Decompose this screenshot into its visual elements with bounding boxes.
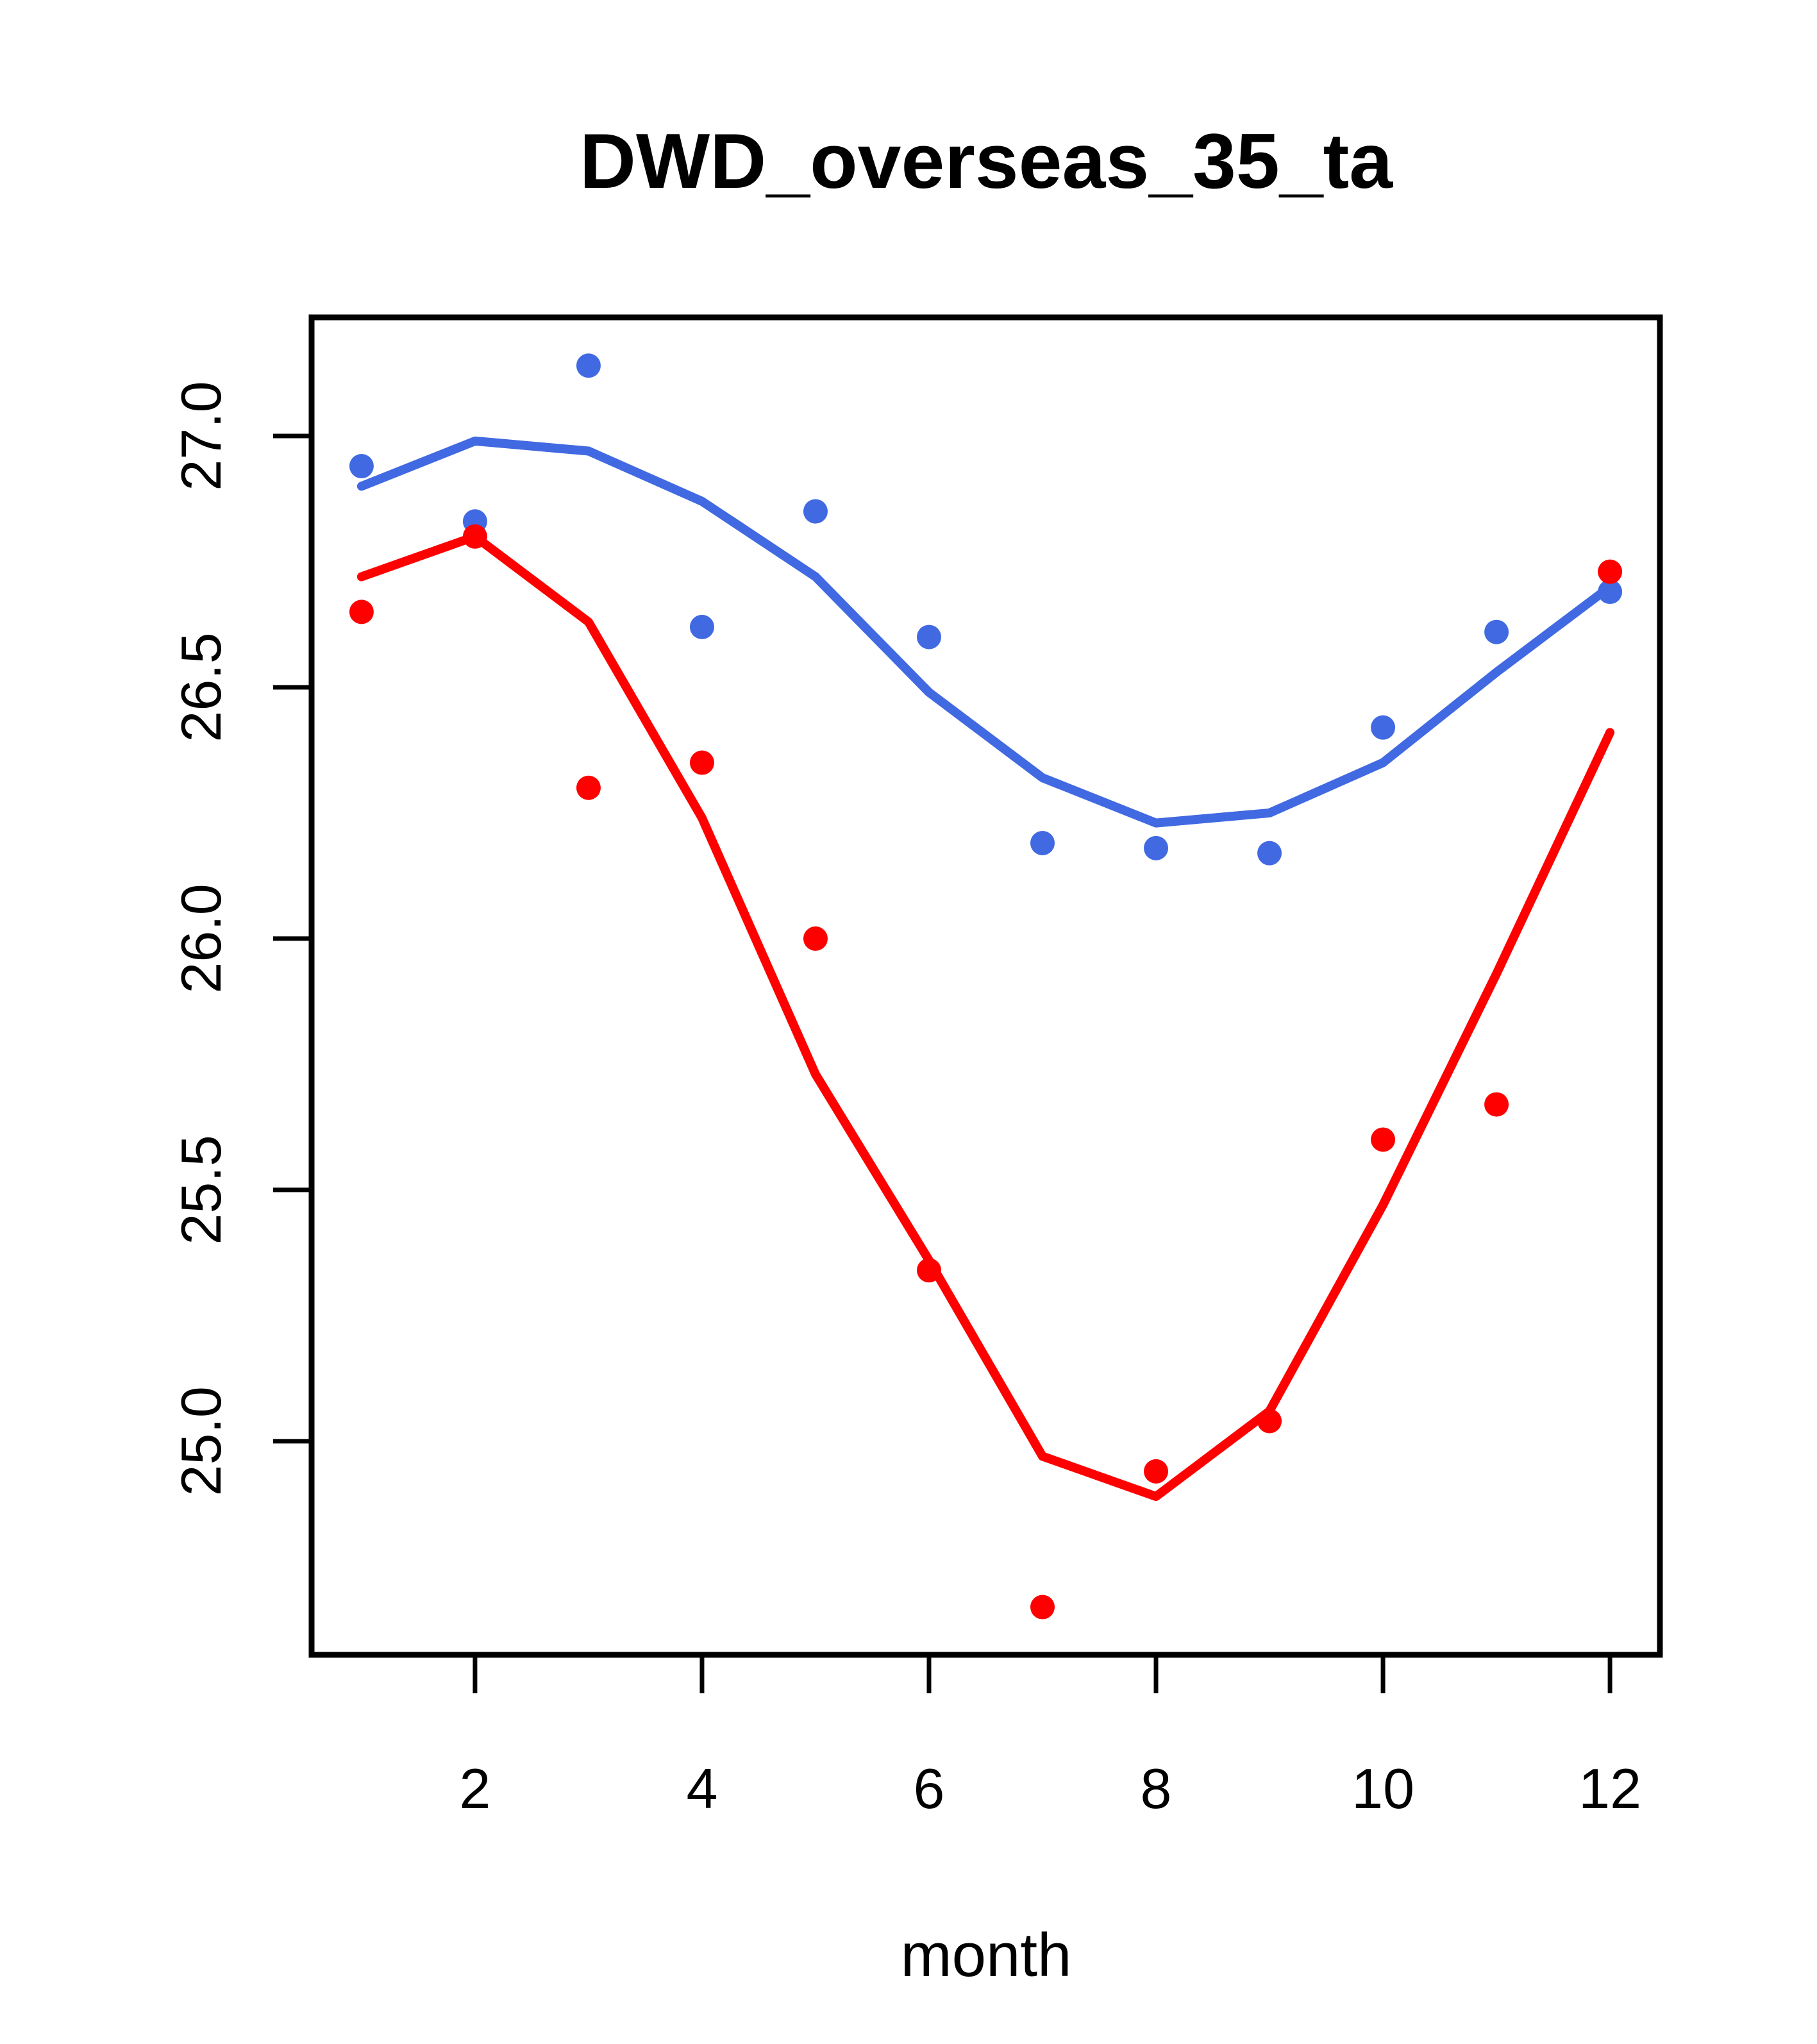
y-tick-label: 26.5 — [169, 632, 233, 742]
x-tick-label: 2 — [459, 1757, 490, 1820]
y-tick-label: 27.0 — [169, 381, 233, 490]
blue-observations-point — [1371, 715, 1396, 740]
y-tick-label: 26.0 — [169, 884, 233, 993]
x-tick-label: 12 — [1578, 1757, 1641, 1820]
blue-observations-point — [576, 353, 601, 378]
blue-smooth-line — [356, 436, 1615, 828]
blue-observations-point — [1484, 619, 1509, 644]
plot-area: 25.0 25.5 26.0 26.5 27.0 2 4 6 8 10 12 — [169, 314, 1663, 1820]
y-tick-label: 25.0 — [169, 1386, 233, 1496]
red-observations-point — [349, 599, 374, 624]
red-observations-point — [1371, 1127, 1396, 1152]
x-tick-label: 10 — [1352, 1757, 1414, 1820]
blue-observations-point — [689, 614, 714, 639]
y-tick-label: 25.5 — [169, 1135, 233, 1244]
blue-observations-point — [1030, 830, 1055, 855]
blue-observations-point — [803, 499, 828, 524]
blue-observations-point — [349, 454, 374, 479]
red-smooth-line — [356, 532, 1615, 1502]
x-axis-label: month — [901, 1921, 1072, 1990]
chart-title: DWD_overseas_35_ta — [580, 117, 1393, 205]
red-observations-point — [1598, 559, 1623, 584]
red-observations-point — [689, 750, 714, 775]
plot-box — [308, 314, 1663, 1658]
blue-observations-point — [916, 624, 941, 649]
blue-observations-point — [1257, 841, 1282, 866]
x-tick-label: 8 — [1141, 1757, 1172, 1820]
red-observations-point — [1144, 1459, 1169, 1484]
x-tick-label: 4 — [686, 1757, 717, 1820]
red-observations-point — [803, 926, 828, 951]
blue-observations-point — [1144, 835, 1169, 860]
red-observations-point — [576, 775, 601, 800]
red-observations-point — [1484, 1092, 1509, 1117]
red-observations-point — [1030, 1595, 1055, 1620]
x-tick-label: 6 — [914, 1757, 945, 1820]
